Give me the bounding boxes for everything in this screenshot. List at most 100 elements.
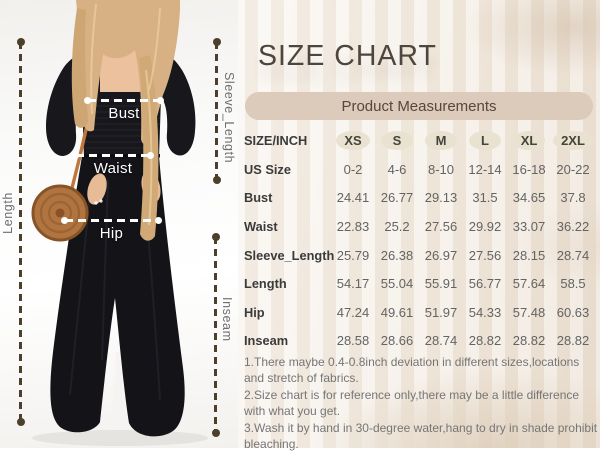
cell: 28.82: [512, 333, 546, 349]
cell: 27.56: [424, 218, 458, 234]
size-chip: M: [425, 130, 457, 150]
table-row: Inseam 28.58 28.66 28.74 28.82 28.82 28.…: [242, 327, 598, 356]
cell: 22.83: [336, 218, 370, 234]
cell: 55.04: [380, 276, 414, 292]
cell: 58.5: [560, 276, 586, 292]
cell: 4-6: [387, 161, 407, 177]
cell: 26.77: [380, 190, 414, 206]
product-measurements-banner: Product Measurements: [245, 92, 593, 120]
cell: 29.92: [468, 218, 502, 234]
measure-endpoint-dot: [155, 217, 162, 224]
cell: 26.97: [424, 247, 458, 263]
cell: 8-10: [427, 161, 455, 177]
table-row: Length 54.17 55.04 55.91 56.77 57.64 58.…: [242, 269, 598, 298]
row-label: Bust: [244, 190, 273, 206]
cell: 26.38: [380, 247, 414, 263]
size-chart-panel: SIZE CHART Product Measurements SIZE/INC…: [238, 0, 600, 451]
inseam-measure-line: [211, 233, 220, 437]
measure-endpoint-dot: [211, 233, 220, 241]
measure-endpoint-dot: [84, 97, 91, 104]
cell: 56.77: [468, 276, 502, 292]
cell: 54.33: [468, 304, 502, 320]
measure-endpoint-dot: [147, 152, 154, 159]
model-photo-illustration: [31, 0, 208, 446]
cell: 36.22: [556, 218, 590, 234]
size-chip: 2XL: [553, 130, 593, 150]
size-column-header: 2XL: [551, 130, 595, 150]
cell: 60.63: [556, 304, 590, 320]
length-measure-label: Length: [1, 192, 15, 234]
waist-measure-line: [72, 152, 154, 159]
table-row: US Size 0-2 4-6 8-10 12-14 16-18 20-22: [242, 155, 598, 184]
cell: 16-18: [512, 161, 546, 177]
waist-measure-label: Waist: [93, 160, 133, 177]
sleeve-length-measure-line: [212, 38, 221, 184]
cell: 27.56: [468, 247, 502, 263]
cell: 24.41: [336, 190, 370, 206]
length-measure-line: [16, 38, 25, 426]
page-title: SIZE CHART: [258, 40, 437, 72]
cell: 0-2: [343, 161, 363, 177]
cell: 31.5: [472, 190, 498, 206]
bust-measure-line: [84, 97, 164, 104]
table-row: Sleeve_Length 25.79 26.38 26.97 27.56 28…: [242, 241, 598, 270]
cell: 57.48: [512, 304, 546, 320]
table-header-row: SIZE/INCH XS S M L XL 2XL: [242, 125, 598, 155]
row-label: Waist: [244, 218, 278, 234]
row-label: Length: [244, 276, 287, 292]
inseam-measure-label: Inseam: [220, 297, 234, 342]
row-label: Hip: [244, 304, 265, 320]
cell: 28.15: [512, 247, 546, 263]
measure-endpoint-dot: [212, 38, 221, 46]
note-line: 1.There maybe 0.4-0.8inch deviation in d…: [244, 355, 580, 386]
measure-endpoint-dot: [72, 152, 79, 159]
measure-endpoint-dot: [157, 97, 164, 104]
row-label: Sleeve_Length: [244, 247, 335, 263]
measure-endpoint-dot: [212, 176, 221, 184]
measure-endpoint-dot: [16, 418, 25, 426]
cell: 28.58: [336, 333, 370, 349]
cell: 12-14: [468, 161, 502, 177]
bust-measure-label: Bust: [108, 105, 140, 122]
cell: 55.91: [424, 276, 458, 292]
cell: 28.74: [556, 247, 590, 263]
row-label: Inseam: [244, 333, 289, 349]
cell: 33.07: [512, 218, 546, 234]
cell: 47.24: [336, 304, 370, 320]
cell: 25.79: [336, 247, 370, 263]
size-chip: XS: [336, 130, 370, 150]
note-line: 3.Wash it by hand in 30-degree water,han…: [244, 420, 598, 452]
size-column-header: XL: [507, 130, 551, 150]
cell: 28.82: [468, 333, 502, 349]
cell: 29.13: [424, 190, 458, 206]
cell: 49.61: [380, 304, 414, 320]
photo-pane: Length Sleeve_Length Inseam Bust Waist H: [0, 0, 238, 448]
cell: 28.82: [556, 333, 590, 349]
size-column-header: XS: [331, 130, 375, 150]
size-chip: S: [381, 130, 413, 150]
header-size-inch: SIZE/INCH: [244, 132, 308, 148]
size-column-header: M: [419, 130, 463, 150]
hip-measure-line: [61, 217, 162, 224]
sleeve-length-measure-label: Sleeve_Length: [222, 72, 236, 164]
cell: 51.97: [424, 304, 458, 320]
note-line: 2.Size chart is for reference only,there…: [244, 387, 580, 419]
hip-measure-label: Hip: [99, 225, 124, 242]
cell: 34.65: [512, 190, 546, 206]
measure-endpoint-dot: [61, 217, 68, 224]
cell: 25.2: [384, 218, 410, 234]
size-chip: L: [469, 130, 501, 150]
cell: 54.17: [336, 276, 370, 292]
table-row: Waist 22.83 25.2 27.56 29.92 33.07 36.22: [242, 212, 598, 241]
size-column-header: L: [463, 130, 507, 150]
cell: 37.8: [560, 190, 586, 206]
cell: 28.66: [380, 333, 414, 349]
cell: 20-22: [556, 161, 590, 177]
table-row: Hip 47.24 49.61 51.97 54.33 57.48 60.63: [242, 298, 598, 327]
notes: 1.There maybe 0.4-0.8inch deviation in d…: [244, 354, 598, 452]
table-row: Bust 24.41 26.77 29.13 31.5 34.65 37.8: [242, 184, 598, 213]
measure-endpoint-dot: [16, 38, 25, 46]
size-table: SIZE/INCH XS S M L XL 2XL US Size 0-2 4-…: [242, 125, 598, 355]
measure-endpoint-dot: [211, 429, 220, 437]
